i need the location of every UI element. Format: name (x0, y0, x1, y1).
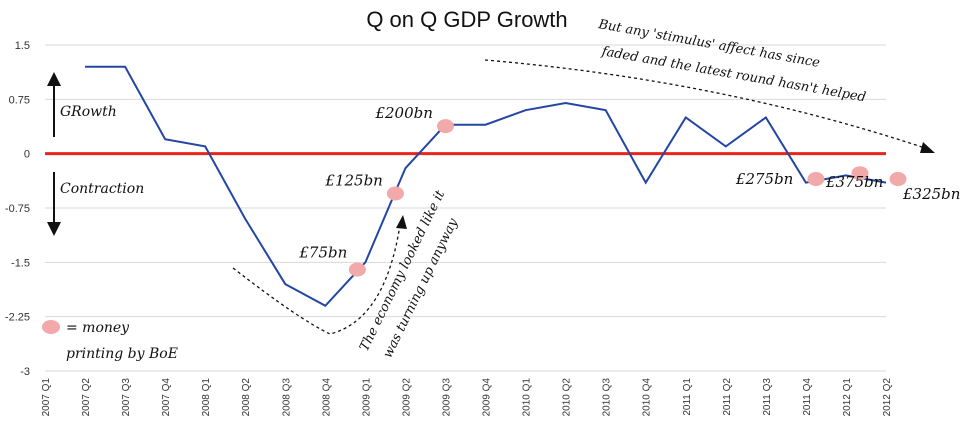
x-tick-label: 2009 Q4 (482, 378, 493, 417)
x-tick-label: 2008 Q1 (201, 378, 212, 417)
y-tick-label: 1.5 (15, 40, 30, 52)
y-tick-label: -2.25 (5, 312, 30, 324)
recession-arrow-head-icon (396, 215, 407, 229)
x-tick-label: 2011 Q2 (722, 378, 733, 416)
x-tick-label: 2009 Q3 (441, 378, 452, 417)
chart-title: Q on Q GDP Growth (366, 7, 567, 32)
x-tick-label: 2012 Q1 (842, 378, 853, 417)
x-tick-label: 2007 Q1 (41, 378, 52, 417)
x-tick-label: 2010 Q2 (562, 378, 573, 417)
x-axis-ticks: 2007 Q1 2007 Q2 2007 Q3 2007 Q4 2008 Q1 2008 … (41, 378, 893, 417)
money-label: £325bn (902, 185, 960, 203)
contraction-arrow-icon (47, 172, 61, 236)
x-tick-label: 2008 Q2 (241, 378, 252, 417)
money-label: £200bn (374, 104, 432, 122)
stimulus-dotted-arrow (484, 59, 926, 149)
y-tick-label: -3 (20, 366, 30, 378)
gridlines (45, 44, 886, 372)
contraction-label: Contraction (60, 181, 144, 197)
money-label: £125bn (324, 172, 382, 190)
x-tick-label: 2010 Q1 (522, 378, 533, 417)
recession-dotted-arrow (232, 224, 401, 335)
legend-marker (42, 320, 60, 334)
x-tick-label: 2012 Q2 (882, 378, 893, 417)
y-tick-label: 0.75 (9, 94, 30, 106)
money-marker (436, 119, 454, 134)
recovery-annotation: The economy looked like it was turning u… (357, 187, 461, 360)
x-tick-label: 2010 Q4 (642, 378, 653, 417)
x-tick-label: 2011 Q3 (762, 378, 773, 416)
x-tick-label: 2007 Q4 (161, 378, 172, 417)
money-marker (348, 262, 366, 277)
x-tick-label: 2008 Q3 (281, 378, 292, 417)
money-marker (851, 166, 869, 181)
money-printing-markers: £75bn £125bn £200bn £275bn £375bn £325bn (298, 104, 960, 277)
y-tick-label: -1.5 (11, 257, 30, 269)
money-marker (889, 172, 907, 187)
stimulus-arrow-head-icon (920, 142, 935, 153)
money-label: £375bn (825, 173, 883, 191)
y-axis-ticks: 1.5 0.75 0 -0.75 -1.5 -2.25 -3 (5, 40, 30, 378)
money-marker (386, 186, 404, 201)
series-line-gdp (85, 65, 887, 308)
growth-label: GRowth (60, 104, 117, 120)
x-tick-label: 2010 Q3 (602, 378, 613, 417)
x-tick-label: 2011 Q4 (802, 378, 813, 416)
x-tick-label: 2007 Q3 (121, 378, 132, 417)
y-tick-label: 0 (24, 149, 30, 161)
money-label: £75bn (298, 244, 347, 262)
x-tick-label: 2008 Q4 (321, 378, 332, 417)
money-label: £275bn (735, 170, 793, 188)
x-tick-label: 2007 Q2 (81, 378, 92, 417)
growth-arrow-icon (47, 72, 61, 137)
x-tick-label: 2009 Q2 (401, 378, 412, 417)
stimulus-annotation: But any 'stimulus' affect has since fade… (596, 17, 867, 105)
y-tick-label: -0.75 (5, 203, 30, 215)
money-marker (807, 172, 825, 187)
x-tick-label: 2011 Q1 (682, 378, 693, 416)
x-tick-label: 2009 Q1 (361, 378, 372, 417)
legend-line-1: = money (66, 320, 130, 336)
legend-line-2: printing by BoE (66, 346, 178, 362)
